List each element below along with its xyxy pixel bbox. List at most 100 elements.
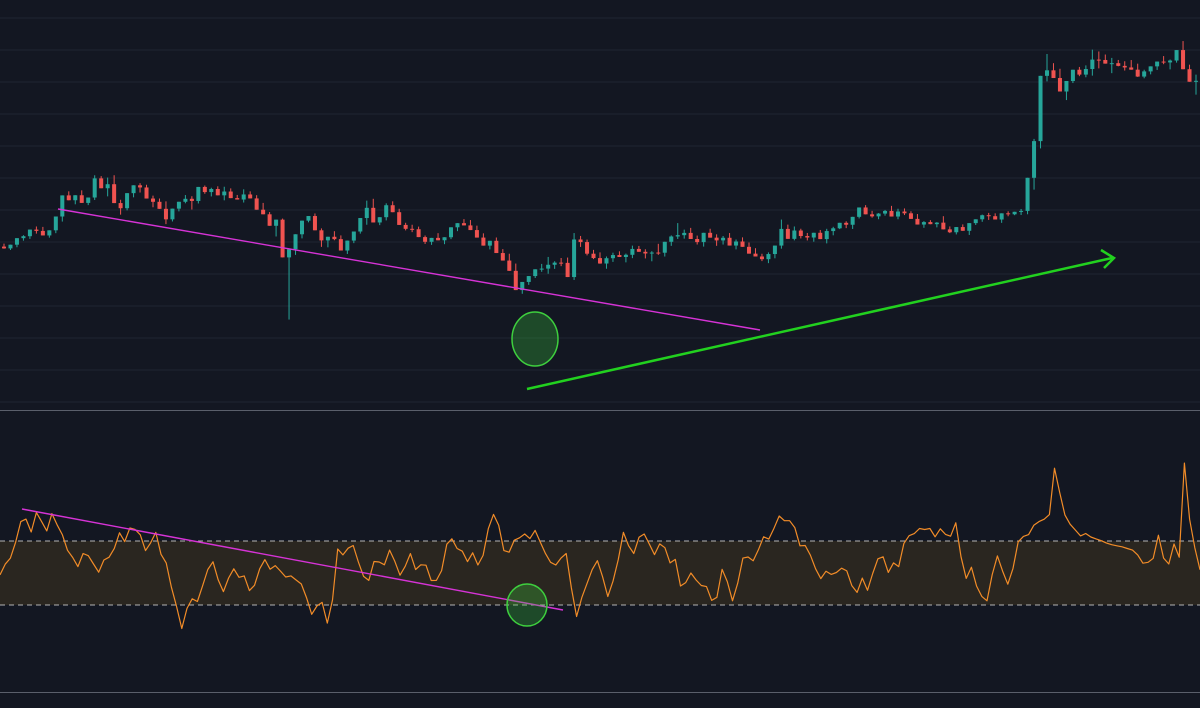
candle-body bbox=[293, 234, 298, 250]
candle-body bbox=[857, 207, 862, 217]
candle-body bbox=[895, 211, 901, 217]
candle-body bbox=[500, 253, 505, 261]
candle-body bbox=[1187, 69, 1192, 82]
oscillator-series bbox=[0, 462, 1200, 630]
candle-body bbox=[921, 222, 926, 225]
candle-body bbox=[299, 220, 305, 235]
candle-body bbox=[455, 223, 460, 228]
candle-body bbox=[34, 229, 39, 231]
candle-body bbox=[390, 205, 395, 213]
candle-body bbox=[248, 194, 253, 199]
candle-body bbox=[27, 229, 32, 237]
candle-body bbox=[572, 239, 577, 278]
candle-body bbox=[14, 238, 19, 245]
candle-body bbox=[189, 198, 194, 201]
candle-body bbox=[416, 229, 421, 238]
candle-body bbox=[397, 212, 402, 225]
candle-body bbox=[125, 193, 130, 209]
candle-body bbox=[552, 262, 557, 265]
candle-body bbox=[261, 209, 266, 215]
candle-body bbox=[138, 185, 143, 188]
candle-body bbox=[468, 225, 473, 231]
candle-body bbox=[967, 223, 972, 231]
candle-body bbox=[1168, 60, 1173, 63]
candle-body bbox=[442, 237, 447, 241]
candle-body bbox=[708, 232, 713, 238]
candle-body bbox=[513, 270, 518, 291]
candle-body bbox=[1064, 80, 1069, 92]
candle-body bbox=[1019, 210, 1024, 212]
candle-body bbox=[792, 230, 797, 239]
candle-body bbox=[986, 215, 991, 217]
candle-body bbox=[960, 227, 965, 231]
candle-body bbox=[753, 253, 758, 257]
candle-body bbox=[617, 255, 622, 258]
candle-body bbox=[345, 240, 350, 251]
candle-body bbox=[377, 217, 382, 223]
candle-body bbox=[1122, 65, 1127, 68]
candle-body bbox=[144, 187, 149, 199]
candle-body bbox=[928, 222, 933, 225]
candle-body bbox=[1083, 69, 1088, 75]
support-arrow-line bbox=[526, 256, 1113, 391]
oscillator-band-fill bbox=[0, 541, 1200, 605]
candle-body bbox=[746, 246, 752, 254]
candle-body bbox=[779, 228, 784, 246]
candle-body bbox=[1077, 69, 1082, 75]
candle-body bbox=[338, 239, 343, 251]
candle-body bbox=[889, 210, 894, 217]
candle-body bbox=[805, 236, 810, 238]
candle-body bbox=[170, 208, 175, 220]
candle-body bbox=[507, 260, 512, 271]
candle-body bbox=[1129, 67, 1134, 70]
candle-body bbox=[481, 237, 486, 246]
candle-body bbox=[766, 254, 771, 260]
candle-body bbox=[850, 216, 855, 225]
candle-body bbox=[157, 201, 162, 209]
candle-body bbox=[999, 213, 1004, 220]
candle-body bbox=[993, 216, 998, 220]
candle-body bbox=[423, 237, 428, 242]
candle-body bbox=[980, 215, 985, 220]
candle-body bbox=[131, 185, 136, 194]
candle-body bbox=[798, 230, 803, 237]
candle-body bbox=[222, 191, 227, 196]
candle-body bbox=[559, 262, 564, 264]
candle-body bbox=[306, 216, 311, 221]
candle-body bbox=[118, 203, 123, 209]
candle-body bbox=[86, 197, 91, 203]
candle-body bbox=[701, 232, 706, 243]
candle-body bbox=[209, 189, 214, 193]
candle-body bbox=[1174, 50, 1179, 61]
candle-body bbox=[675, 235, 680, 237]
candle-body bbox=[99, 178, 104, 189]
candle-body bbox=[604, 258, 609, 264]
candle-body bbox=[1193, 80, 1199, 82]
candle-body bbox=[1012, 211, 1017, 215]
candle-body bbox=[870, 214, 875, 217]
candle-body bbox=[364, 207, 369, 219]
candle-body bbox=[688, 232, 693, 239]
candle-body bbox=[280, 219, 285, 258]
candle-body bbox=[721, 237, 726, 241]
candle-body bbox=[1096, 59, 1101, 61]
candle-body bbox=[630, 248, 635, 255]
candle-body bbox=[811, 232, 816, 238]
candle-body bbox=[202, 186, 207, 193]
candle-body bbox=[403, 224, 408, 229]
candle-body bbox=[714, 237, 719, 241]
candle-body bbox=[287, 249, 292, 258]
candle-body bbox=[325, 236, 330, 241]
candle-body bbox=[196, 186, 201, 201]
oscillator-trendline bbox=[21, 508, 564, 611]
candle-body bbox=[908, 213, 913, 219]
candle-body bbox=[1142, 71, 1147, 77]
candle-body bbox=[734, 241, 739, 246]
candle-body bbox=[487, 240, 492, 246]
price-pane-grid bbox=[0, 17, 1200, 403]
price-trendline bbox=[57, 208, 761, 331]
candle-body bbox=[941, 222, 946, 230]
price-annotations bbox=[57, 208, 1117, 391]
